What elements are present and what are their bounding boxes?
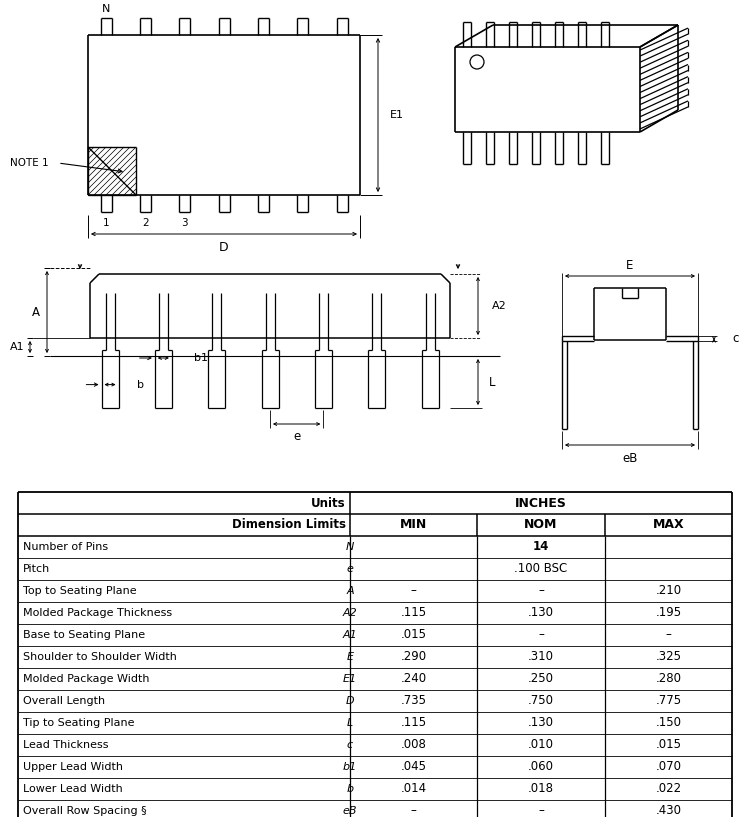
Text: Upper Lead Width: Upper Lead Width [23,762,123,772]
Text: eB: eB [622,452,638,465]
Text: Base to Seating Plane: Base to Seating Plane [23,630,146,640]
Text: N: N [102,4,110,14]
Text: L: L [489,376,496,389]
Text: Top to Seating Plane: Top to Seating Plane [23,586,136,596]
Text: NOM: NOM [524,519,558,532]
Text: .130: .130 [528,717,554,730]
Text: .045: .045 [400,761,427,774]
Text: .280: .280 [656,672,681,685]
Text: –: – [411,584,416,597]
Text: .735: .735 [400,694,427,708]
Text: .060: .060 [528,761,554,774]
Text: Lower Lead Width: Lower Lead Width [23,784,123,794]
Text: .018: .018 [528,783,554,796]
Text: E1: E1 [390,110,404,120]
Text: Pitch: Pitch [23,564,50,574]
Text: –: – [538,805,544,817]
Text: Lead Thickness: Lead Thickness [23,740,109,750]
Text: NOTE 1: NOTE 1 [10,158,49,168]
Text: –: – [411,805,416,817]
Text: Overall Length: Overall Length [23,696,105,706]
Text: .310: .310 [528,650,554,663]
Text: .430: .430 [656,805,681,817]
Text: MAX: MAX [652,519,684,532]
Text: .240: .240 [400,672,427,685]
Text: .010: .010 [528,739,554,752]
Text: A: A [346,586,354,596]
Text: E1: E1 [343,674,357,684]
Text: A1: A1 [10,342,24,352]
Text: b: b [136,380,143,390]
Text: .115: .115 [400,606,427,619]
Text: N: N [346,542,354,552]
Text: .750: .750 [528,694,554,708]
Text: E: E [626,258,634,271]
Text: .250: .250 [528,672,554,685]
Text: –: – [538,628,544,641]
Text: .290: .290 [400,650,427,663]
Text: –: – [665,628,671,641]
Text: A2: A2 [343,608,357,618]
Text: .115: .115 [400,717,427,730]
Text: Tip to Seating Plane: Tip to Seating Plane [23,718,134,728]
Text: .150: .150 [656,717,681,730]
Text: .130: .130 [528,606,554,619]
Text: .775: .775 [656,694,682,708]
Text: Overall Row Spacing §: Overall Row Spacing § [23,806,147,816]
Text: A2: A2 [492,301,507,311]
Text: L: L [346,718,353,728]
Text: .008: .008 [400,739,427,752]
Text: 2: 2 [142,218,148,228]
Text: c: c [732,332,738,345]
Text: .015: .015 [656,739,681,752]
Text: MIN: MIN [400,519,427,532]
Text: INCHES: INCHES [515,497,567,510]
Text: 14: 14 [532,541,549,553]
Text: Units: Units [311,497,346,510]
Text: D: D [219,240,229,253]
Text: Number of Pins: Number of Pins [23,542,108,552]
Text: .070: .070 [656,761,681,774]
Text: e: e [293,430,300,443]
Text: .210: .210 [656,584,682,597]
Text: D: D [346,696,354,706]
Text: b1: b1 [343,762,357,772]
Text: Molded Package Width: Molded Package Width [23,674,149,684]
Text: A1: A1 [343,630,357,640]
Text: Shoulder to Shoulder Width: Shoulder to Shoulder Width [23,652,177,662]
Text: 3: 3 [182,218,188,228]
Text: e: e [346,564,353,574]
Text: Molded Package Thickness: Molded Package Thickness [23,608,172,618]
Text: .100 BSC: .100 BSC [514,562,568,575]
Text: b1: b1 [194,353,208,363]
Text: A: A [32,306,40,319]
Text: b: b [346,784,353,794]
Text: E: E [346,652,353,662]
Text: –: – [538,584,544,597]
Text: eB: eB [343,806,357,816]
Text: .325: .325 [656,650,681,663]
Text: c: c [347,740,353,750]
Text: Dimension Limits: Dimension Limits [232,519,346,532]
Text: .195: .195 [656,606,682,619]
Text: .014: .014 [400,783,427,796]
Text: 1: 1 [103,218,110,228]
Text: .022: .022 [656,783,682,796]
Text: .015: .015 [400,628,427,641]
